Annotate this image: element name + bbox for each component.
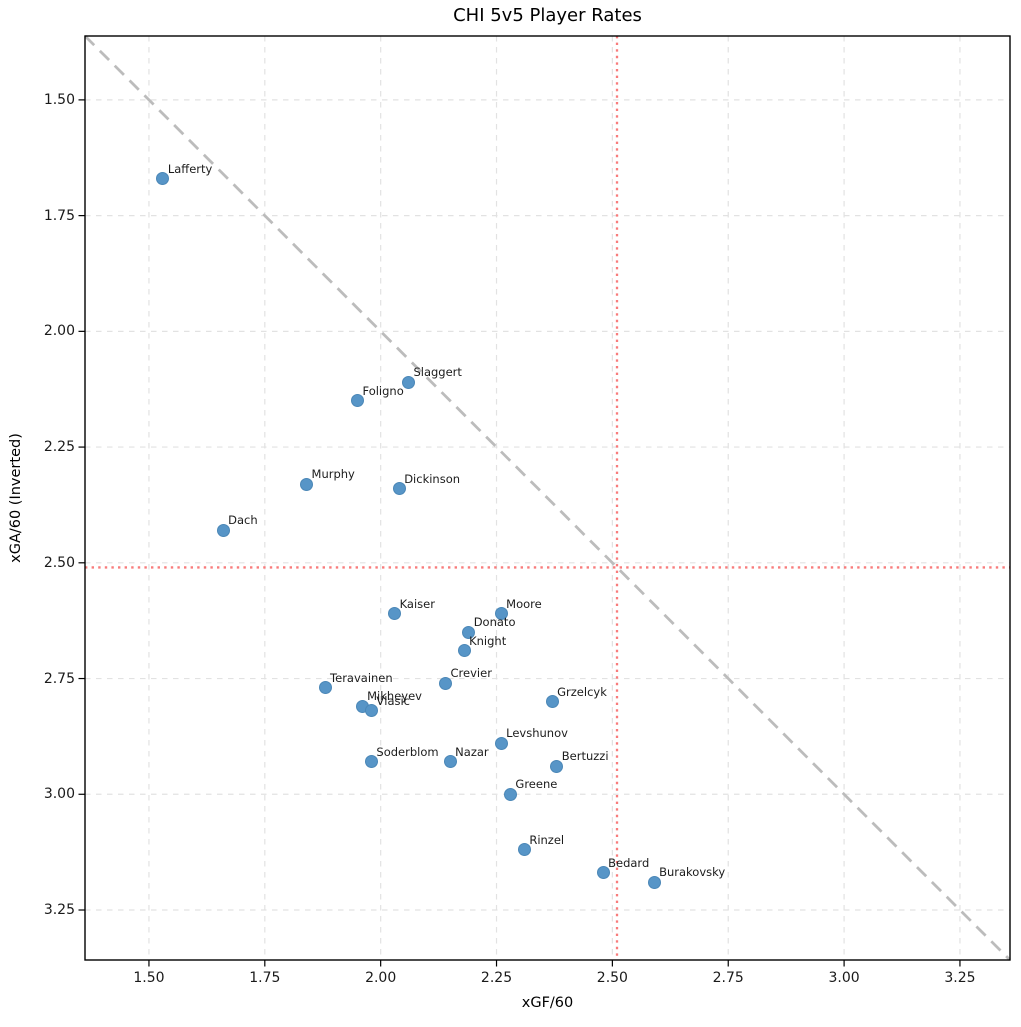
plot-spines [84,35,1011,961]
x-axis-label: xGF/60 [521,995,574,1011]
chart-title: CHI 5v5 Player Rates [453,5,642,26]
break-even-diagonal-line [84,35,1011,961]
